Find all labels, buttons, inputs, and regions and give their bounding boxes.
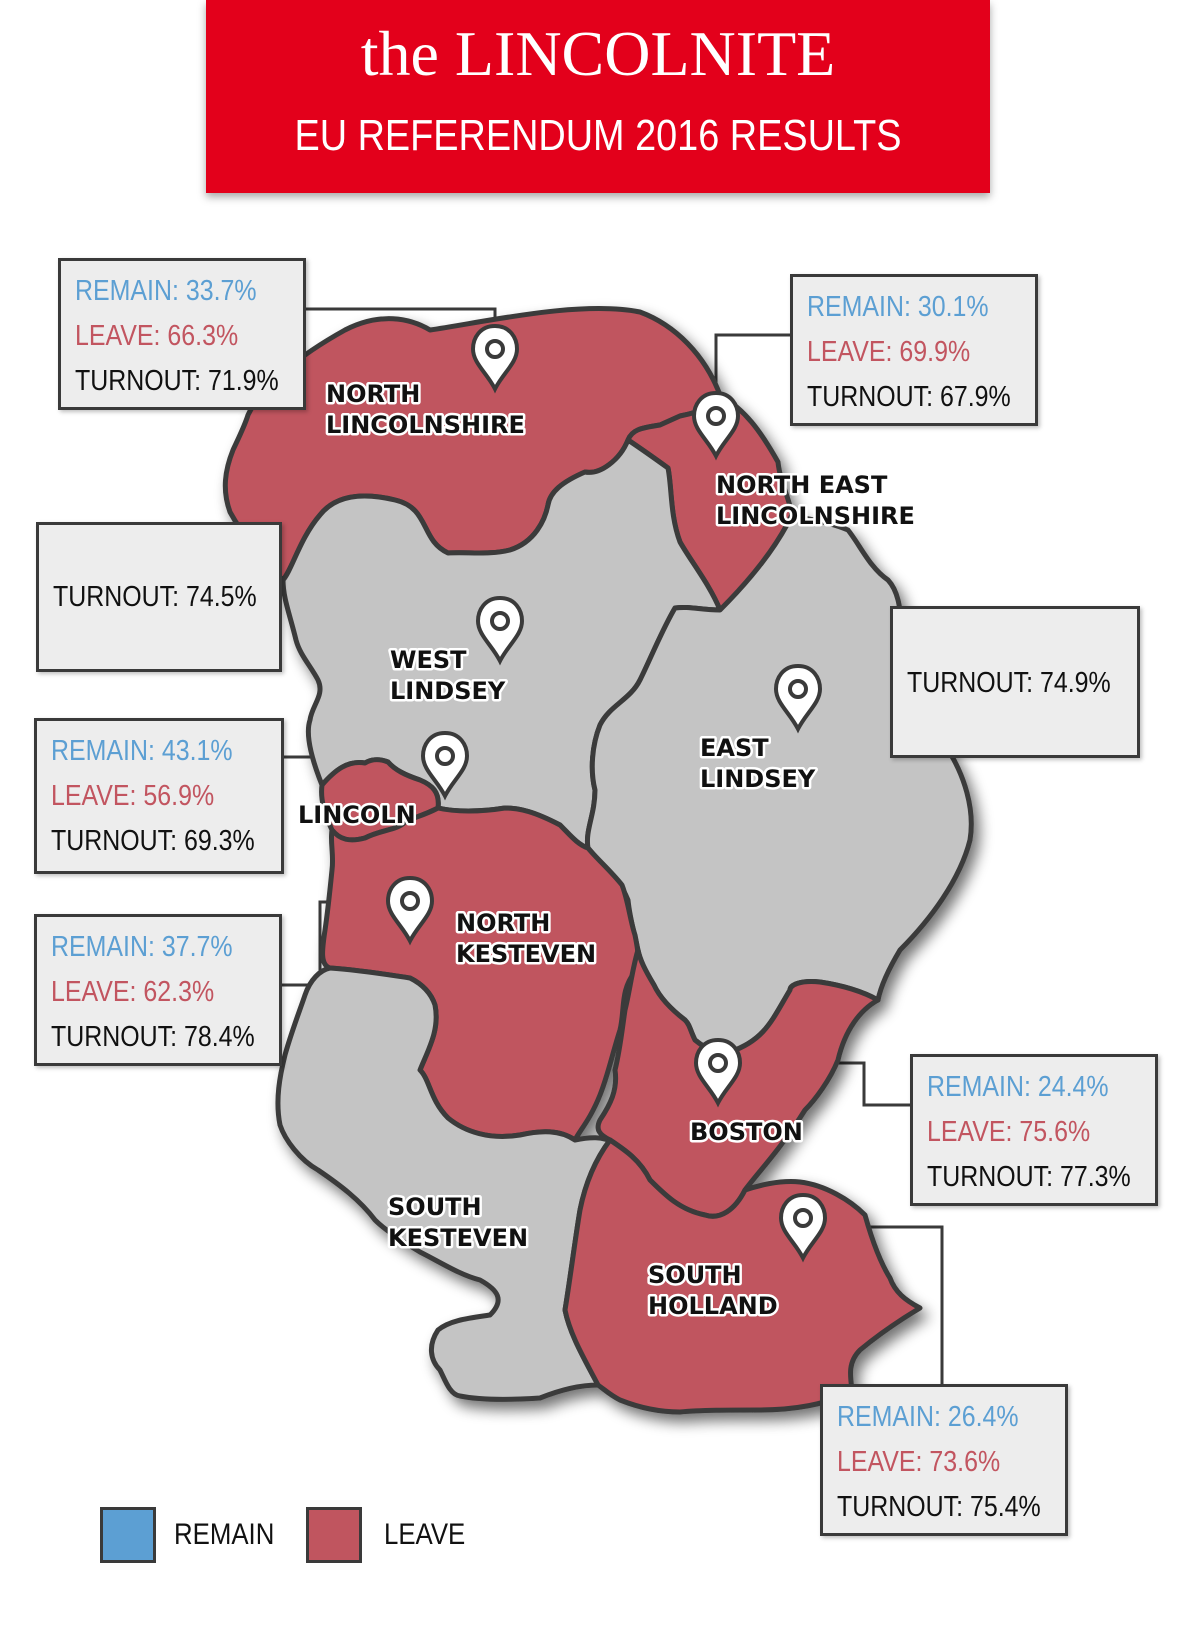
remain-percentage: REMAIN: 30.1% [807,291,989,323]
region-south-holland [562,1137,923,1415]
turnout-percentage: TURNOUT: 77.3% [927,1161,1131,1193]
region-south-kesteven [275,965,613,1402]
results-box-north-lincolnshire: REMAIN: 33.7% LEAVE: 66.3% TURNOUT: 71.9… [58,258,306,410]
region-label-north-lincolnshire: NORTH LINCOLNSHIRE [326,380,525,439]
region-label-boston: BOSTON [690,1118,803,1146]
turnout-percentage: TURNOUT: 71.9% [75,365,279,397]
leave-percentage: LEAVE: 66.3% [75,320,239,352]
remain-percentage: REMAIN: 43.1% [51,735,233,767]
page-subtitle: EU REFERENDUM 2016 RESULTS [294,111,902,160]
legend-swatch-leave [306,1507,362,1563]
turnout-percentage: TURNOUT: 67.9% [807,381,1011,413]
results-box-south-holland: REMAIN: 26.4% LEAVE: 73.6% TURNOUT: 75.4… [820,1384,1068,1536]
legend-label-leave: LEAVE [384,1518,466,1551]
region-label-west-lindsey: WEST LINDSEY [390,646,506,705]
leave-percentage: LEAVE: 62.3% [51,976,215,1008]
turnout-percentage: TURNOUT: 74.9% [907,667,1111,699]
remain-percentage: REMAIN: 33.7% [75,275,257,307]
region-label-east-lindsey: EAST LINDSEY [700,734,816,793]
results-box-north-east-lincolnshire: REMAIN: 30.1% LEAVE: 69.9% TURNOUT: 67.9… [790,274,1038,426]
leave-percentage: LEAVE: 56.9% [51,780,215,812]
turnout-percentage: TURNOUT: 75.4% [837,1491,1041,1523]
turnout-percentage: TURNOUT: 69.3% [51,825,255,857]
legend-label-remain: REMAIN [174,1518,275,1551]
turnout-percentage: TURNOUT: 78.4% [51,1021,255,1053]
region-label-north-kesteven: NORTH KESTEVEN [456,909,596,968]
results-box-east-lindsey: TURNOUT: 74.9% [890,606,1140,758]
legend-swatch-remain [100,1507,156,1563]
region-label-north-east-lincolnshire: NORTH EAST LINCOLNSHIRE [716,471,915,530]
leave-percentage: LEAVE: 73.6% [837,1446,1001,1478]
region-label-south-kesteven: SOUTH KESTEVEN [388,1193,528,1252]
header-banner: the LINCOLNITE EU REFERENDUM 2016 RESULT… [206,0,990,193]
brand-title: the LINCOLNITE [360,18,836,89]
results-box-lincoln: REMAIN: 43.1% LEAVE: 56.9% TURNOUT: 69.3… [34,718,284,874]
results-box-boston: REMAIN: 24.4% LEAVE: 75.6% TURNOUT: 77.3… [910,1054,1158,1206]
remain-percentage: REMAIN: 24.4% [927,1071,1109,1103]
region-label-lincoln: LINCOLN [298,801,416,829]
region-label-south-holland: SOUTH HOLLAND [648,1261,778,1320]
results-box-north-kesteven: REMAIN: 37.7% LEAVE: 62.3% TURNOUT: 78.4… [34,914,282,1066]
remain-percentage: REMAIN: 37.7% [51,931,233,963]
leave-percentage: LEAVE: 75.6% [927,1116,1091,1148]
region-labels: NORTH LINCOLNSHIRE NORTH EAST LINCOLNSHIRE… [296,378,918,1323]
results-box-west-lindsey: TURNOUT: 74.5% [36,522,282,672]
remain-percentage: REMAIN: 26.4% [837,1401,1019,1433]
turnout-percentage: TURNOUT: 74.5% [53,581,257,613]
leave-percentage: LEAVE: 69.9% [807,336,971,368]
region-boston [595,947,881,1219]
